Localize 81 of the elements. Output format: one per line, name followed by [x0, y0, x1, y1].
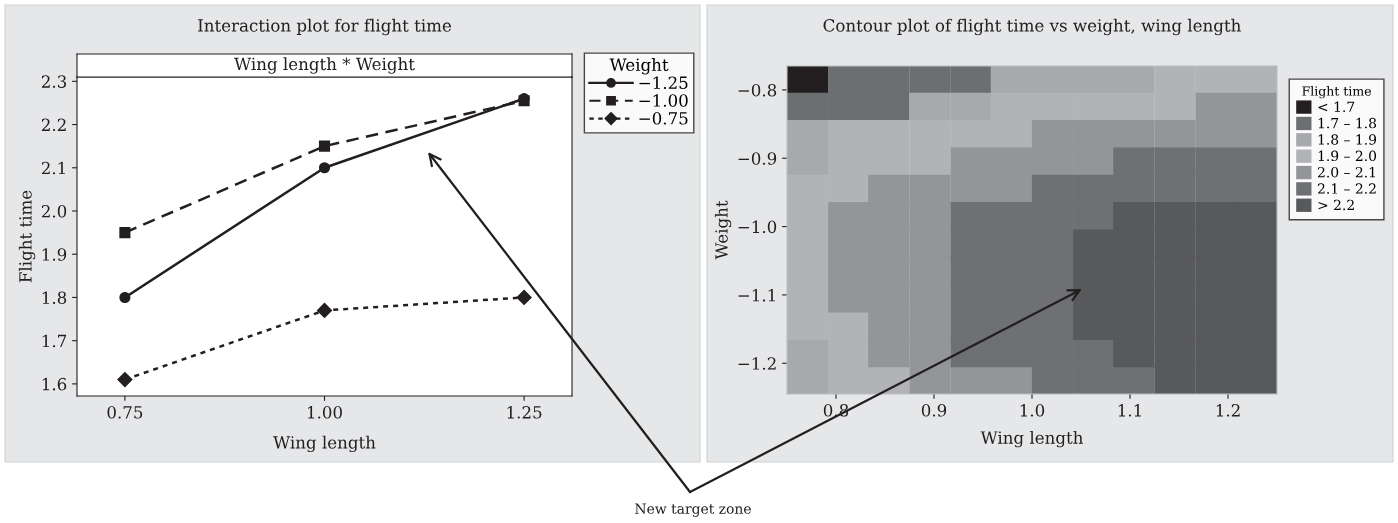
legend-label: −0.75 — [639, 112, 688, 125]
y-tick-label: 2.1 — [41, 161, 65, 175]
legend-label: 1.7 – 1.8 — [1318, 117, 1377, 129]
legend-label: > 2.2 — [1318, 199, 1354, 211]
y-tick-label: 2.3 — [41, 75, 67, 88]
x-tick-label: 1.2 — [1216, 404, 1240, 417]
x-tick-label: 0.75 — [107, 406, 143, 419]
point — [909, 256, 951, 286]
point — [318, 162, 331, 174]
point — [318, 140, 331, 152]
point — [787, 92, 829, 122]
y-tick-label: −0.8 — [738, 83, 777, 97]
point — [1073, 174, 1115, 204]
point — [119, 291, 131, 304]
y-axis-title: Weight — [714, 200, 732, 260]
x-tick-label: 1.1 — [1118, 404, 1141, 417]
y-tick-label: −1.2 — [738, 357, 776, 370]
legend-title: Weight — [609, 58, 669, 75]
point — [1073, 92, 1115, 122]
point — [1154, 338, 1196, 368]
text: New target zone — [635, 503, 751, 517]
x-tick-label: 0.9 — [921, 404, 947, 417]
legend-label: 1.9 – 2.0 — [1318, 150, 1377, 162]
point — [1113, 338, 1155, 368]
point — [316, 302, 333, 318]
point — [909, 338, 951, 368]
point — [868, 174, 910, 204]
point — [1235, 92, 1277, 122]
x-tick-label: 1.25 — [507, 406, 542, 419]
x-axis-title: Wing length — [980, 430, 1083, 448]
point — [787, 256, 829, 286]
point — [1154, 92, 1196, 122]
y-tick-label: −1.1 — [738, 288, 775, 302]
point — [828, 256, 870, 286]
point — [909, 92, 951, 122]
point — [119, 227, 131, 239]
chart-title: Interaction plot for flight time — [198, 18, 451, 36]
legend-title: Flight time — [1302, 86, 1371, 99]
point — [1113, 256, 1155, 286]
point — [909, 174, 951, 204]
y-tick-label: 1.9 — [42, 248, 67, 261]
legend-label: 2.1 – 2.2 — [1317, 183, 1376, 194]
x-tick-label: 1.00 — [307, 406, 342, 419]
legend-label: −1.00 — [639, 94, 688, 107]
legend-label: −1.25 — [639, 76, 688, 90]
point — [1113, 174, 1155, 204]
point — [1154, 256, 1196, 286]
point — [1235, 338, 1277, 368]
point — [1235, 256, 1277, 286]
x-tick-label: 1.0 — [1020, 404, 1045, 417]
chart-subtitle: Wing length * Weight — [234, 57, 415, 74]
y-axis-title: Flight time — [18, 190, 36, 283]
point — [950, 92, 992, 122]
y-tick-label: −0.9 — [738, 152, 777, 165]
y-tick-label: 1.7 — [42, 334, 67, 348]
point — [1073, 256, 1115, 286]
point — [828, 174, 870, 204]
y-tick-label: 1.8 — [42, 291, 67, 305]
point — [1113, 92, 1155, 122]
point — [516, 289, 532, 306]
point — [1154, 174, 1196, 204]
point — [950, 174, 992, 204]
y-tick-label: 2.0 — [41, 204, 67, 218]
x-axis-title: Wing length — [273, 435, 376, 453]
point — [1235, 174, 1277, 204]
point — [828, 92, 870, 122]
legend-label: 2.0 – 2.1 — [1317, 166, 1376, 178]
point — [1195, 174, 1237, 204]
chart-title: Contour plot of flight time vs weight, wing length — [823, 18, 1241, 36]
y-tick-label: −1.0 — [738, 220, 777, 234]
y-tick-label: 2.2 — [41, 118, 66, 132]
point — [828, 338, 870, 368]
y-tick-label: 1.6 — [42, 377, 67, 391]
point — [117, 372, 133, 388]
point — [1195, 92, 1237, 122]
legend-label: < 1.7 — [1318, 101, 1355, 113]
point — [950, 256, 992, 286]
legend-label: 1.8 – 1.9 — [1318, 134, 1377, 145]
point — [868, 338, 910, 368]
point — [868, 92, 910, 122]
point — [787, 174, 829, 204]
